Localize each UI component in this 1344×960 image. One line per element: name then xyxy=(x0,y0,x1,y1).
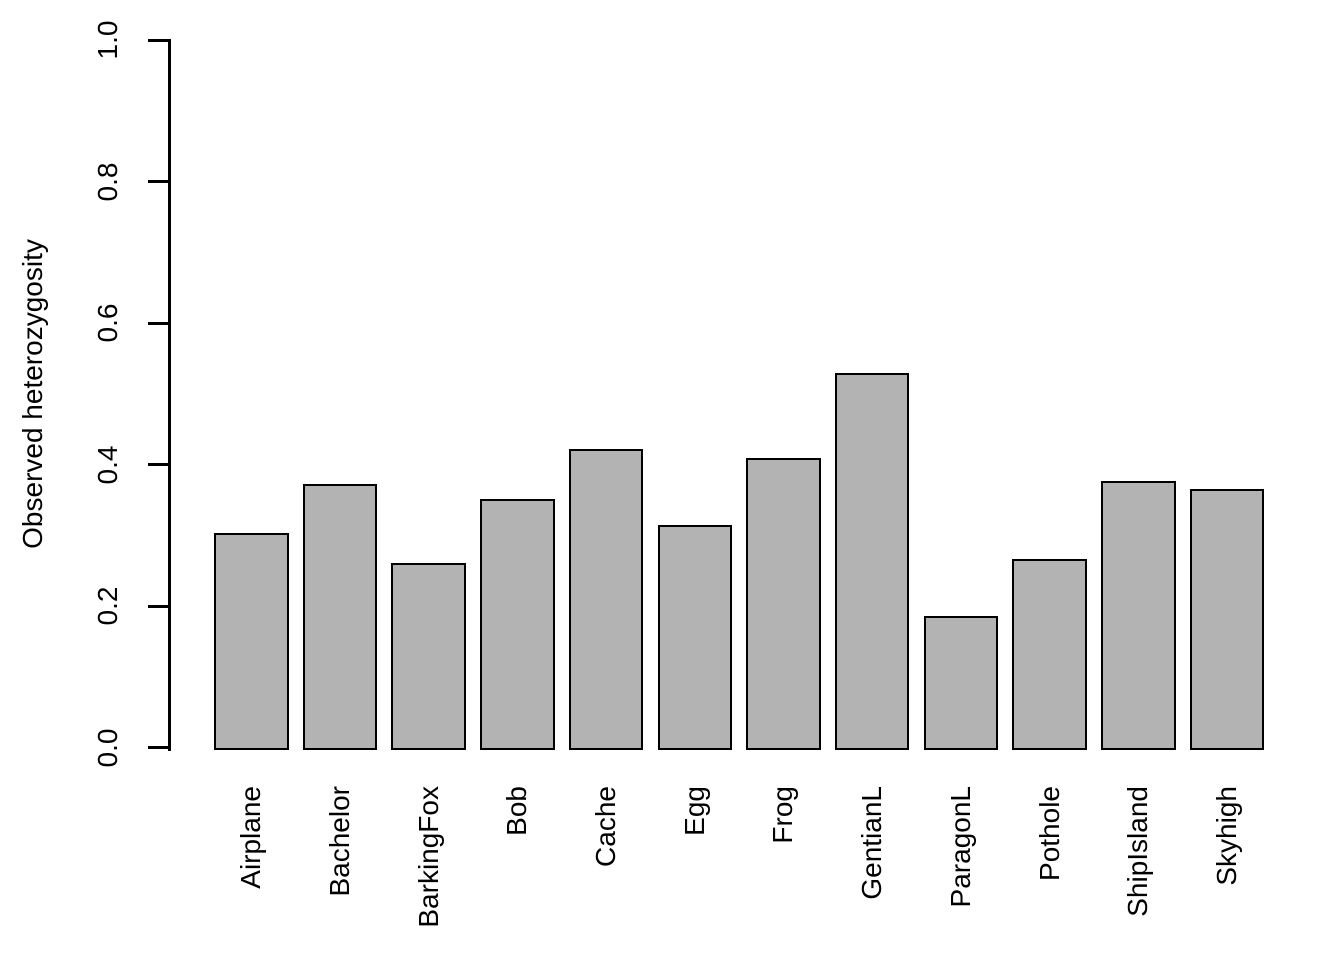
x-axis-label-bob: Bob xyxy=(501,786,533,836)
x-axis-label-shipisland: ShipIsland xyxy=(1122,786,1154,917)
bar-skyhigh xyxy=(1189,488,1265,750)
bar-cache xyxy=(568,448,644,750)
y-axis-tick-label: 0.2 xyxy=(92,586,123,626)
bar-bachelor xyxy=(302,483,378,750)
bar-egg xyxy=(657,525,732,750)
x-axis-label-frog: Frog xyxy=(767,786,799,844)
bar-airplane xyxy=(214,533,289,750)
y-axis-tick-label: 0.0 xyxy=(92,728,123,767)
y-axis-tick xyxy=(148,180,168,183)
y-axis-tick-label: 0.6 xyxy=(92,303,123,343)
x-axis-label-gentianl: GentianL xyxy=(856,786,888,900)
bar-barkingfox xyxy=(391,562,466,750)
bar-gentianl xyxy=(834,372,910,750)
y-axis-tick-label: 0.4 xyxy=(92,445,123,484)
y-axis-tick xyxy=(148,38,168,42)
y-axis-title: Observed heterozygosity xyxy=(17,238,48,549)
bar-pothole xyxy=(1012,559,1087,750)
x-axis-label-paragonl: ParagonL xyxy=(944,786,976,908)
bar-paragonl xyxy=(923,615,999,750)
x-axis-label-bachelor: Bachelor xyxy=(323,786,355,897)
y-axis-tick-label: 1.0 xyxy=(92,20,123,60)
y-axis-tick xyxy=(148,604,168,608)
x-axis-label-egg: Egg xyxy=(678,786,710,836)
bar-shipisland xyxy=(1101,480,1176,750)
y-axis-tick-label: 0.8 xyxy=(92,162,123,201)
bar-frog xyxy=(746,458,821,750)
x-axis-label-cache: Cache xyxy=(590,786,622,867)
y-axis-tick xyxy=(148,463,168,466)
x-axis-label-barkingfox: BarkingFox xyxy=(412,786,444,928)
y-axis-line xyxy=(168,38,171,751)
bar-bob xyxy=(480,499,555,750)
x-axis-label-skyhigh: Skyhigh xyxy=(1210,786,1242,886)
x-axis-label-airplane: Airplane xyxy=(235,786,267,889)
y-axis-tick xyxy=(148,746,168,749)
x-axis-label-pothole: Pothole xyxy=(1033,786,1065,881)
y-axis-tick xyxy=(148,321,168,325)
